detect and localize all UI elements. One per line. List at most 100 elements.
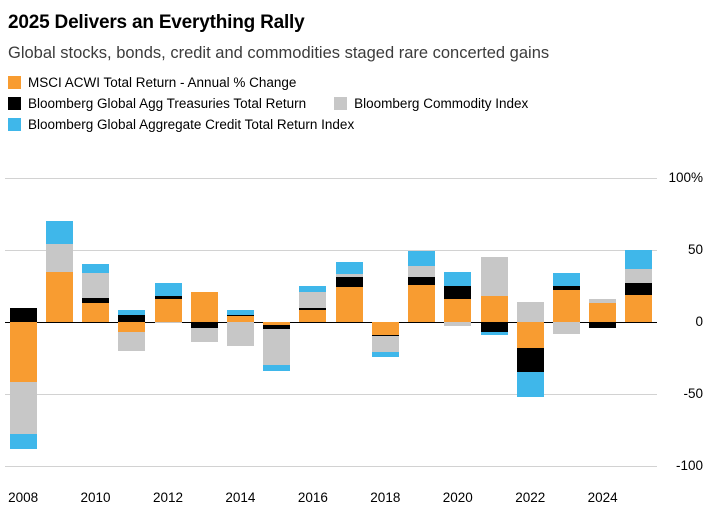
bar-segment-black-2013 bbox=[190, 322, 218, 328]
bar-segment-blue-2011 bbox=[118, 310, 146, 315]
bar-segment-gray-2009 bbox=[45, 244, 73, 272]
bar-segment-orange-2010 bbox=[82, 303, 110, 322]
bar-segment-black-2019 bbox=[408, 277, 436, 285]
bar-segment-orange-2024 bbox=[589, 303, 617, 322]
legend-label-commodity: Bloomberg Commodity Index bbox=[354, 95, 529, 111]
chart-subtitle: Global stocks, bonds, credit and commodi… bbox=[8, 44, 550, 62]
x-axis-label-2022: 2022 bbox=[515, 490, 546, 505]
bar-segment-gray-2025 bbox=[625, 268, 653, 284]
bar-segment-orange-2011 bbox=[118, 322, 146, 333]
x-axis-label-2008: 2008 bbox=[8, 490, 39, 505]
gridline-100 bbox=[5, 177, 657, 179]
x-axis-label-2018: 2018 bbox=[370, 490, 401, 505]
legend-row-2: Bloomberg Global Agg Treasuries Total Re… bbox=[8, 96, 711, 111]
bar-segment-orange-2023 bbox=[552, 290, 580, 322]
bar-segment-black-2015 bbox=[263, 324, 291, 330]
bar-segment-gray-2017 bbox=[335, 274, 363, 278]
bar-segment-blue-2010 bbox=[82, 264, 110, 274]
x-axis-label-2010: 2010 bbox=[80, 490, 111, 505]
gridline-0 bbox=[5, 321, 657, 323]
x-axis-label-2024: 2024 bbox=[587, 490, 618, 505]
x-axis-label-2012: 2012 bbox=[152, 490, 184, 505]
bar-segment-black-2012 bbox=[154, 296, 182, 299]
y-axis-label-0: 0 bbox=[695, 314, 703, 329]
legend-swatch-gray-icon bbox=[334, 96, 348, 110]
bar-segment-black-2024 bbox=[589, 322, 617, 328]
bar-segment-black-2011 bbox=[118, 314, 146, 322]
legend-label-treasuries: Bloomberg Global Agg Treasuries Total Re… bbox=[28, 95, 307, 111]
bar-segment-gray-2008 bbox=[9, 382, 37, 435]
bar-segment-black-2025 bbox=[625, 283, 653, 295]
bar-segment-black-2021 bbox=[480, 322, 508, 333]
bar-segment-orange-2016 bbox=[299, 310, 327, 322]
bar-segment-orange-2021 bbox=[480, 296, 508, 322]
bar-segment-black-2022 bbox=[516, 347, 544, 373]
bar-segment-gray-2013 bbox=[190, 327, 218, 343]
bar-segment-black-2018 bbox=[371, 334, 399, 337]
bar-segment-orange-2009 bbox=[45, 271, 73, 322]
bar-segment-blue-2022 bbox=[516, 372, 544, 397]
bar-segment-orange-2018 bbox=[371, 322, 399, 335]
bar-segment-black-2016 bbox=[299, 307, 327, 311]
bar-segment-black-2008 bbox=[9, 307, 37, 322]
legend-item-treasuries: Bloomberg Global Agg Treasuries Total Re… bbox=[8, 96, 306, 111]
bar-segment-blue-2021 bbox=[480, 332, 508, 335]
y-axis-label--50: -50 bbox=[683, 386, 703, 401]
legend: MSCI ACWI Total Return - Annual % Change… bbox=[8, 75, 711, 132]
legend-label-msci-acwi: MSCI ACWI Total Return - Annual % Change bbox=[28, 74, 297, 90]
bar-segment-black-2017 bbox=[335, 277, 363, 288]
gridline-50 bbox=[5, 249, 657, 251]
legend-swatch-orange-icon bbox=[8, 75, 21, 89]
bar-segment-orange-2014 bbox=[226, 316, 254, 322]
y-axis-label-50: 50 bbox=[687, 242, 703, 257]
bar-segment-blue-2023 bbox=[552, 273, 580, 286]
bar-segment-blue-2020 bbox=[444, 271, 472, 286]
x-axis-label-2020: 2020 bbox=[442, 490, 473, 505]
legend-row-1: MSCI ACWI Total Return - Annual % Change bbox=[8, 75, 711, 90]
bar-segment-gray-2016 bbox=[299, 291, 327, 308]
y-axis-label-100: 100% bbox=[668, 170, 703, 185]
bar-segment-orange-2020 bbox=[444, 298, 472, 322]
bar-segment-gray-2019 bbox=[408, 265, 436, 278]
legend-item-msci-acwi: MSCI ACWI Total Return - Annual % Change bbox=[8, 75, 296, 90]
bar-segment-gray-2015 bbox=[263, 329, 291, 366]
legend-item-credit: Bloomberg Global Aggregate Credit Total … bbox=[8, 117, 354, 132]
bar-segment-black-2009 bbox=[45, 322, 73, 324]
bar-segment-gray-2021 bbox=[480, 257, 508, 297]
bar-segment-gray-2011 bbox=[118, 332, 146, 351]
legend-item-commodity: Bloomberg Commodity Index bbox=[334, 96, 528, 111]
bar-segment-black-2014 bbox=[226, 314, 254, 317]
x-axis-label-2016: 2016 bbox=[297, 490, 328, 505]
bar-segment-gray-2018 bbox=[371, 336, 399, 353]
legend-label-credit: Bloomberg Global Aggregate Credit Total … bbox=[28, 116, 355, 132]
bar-segment-blue-2019 bbox=[408, 251, 436, 266]
bar-segment-black-2020 bbox=[444, 286, 472, 299]
bar-segment-orange-2012 bbox=[154, 298, 182, 322]
bar-segment-orange-2013 bbox=[190, 291, 218, 322]
bar-segment-blue-2014 bbox=[226, 310, 254, 315]
legend-row-3: Bloomberg Global Aggregate Credit Total … bbox=[8, 117, 711, 132]
bar-segment-black-2023 bbox=[552, 286, 580, 291]
bar-segment-orange-2015 bbox=[263, 322, 291, 325]
gridline--100 bbox=[5, 465, 657, 467]
bar-segment-gray-2012 bbox=[154, 322, 182, 324]
chart-title: 2025 Delivers an Everything Rally bbox=[8, 12, 305, 33]
gridline--50 bbox=[5, 393, 657, 395]
bar-segment-orange-2019 bbox=[408, 284, 436, 322]
y-axis-label--100: -100 bbox=[675, 458, 703, 473]
bar-segment-gray-2010 bbox=[82, 273, 110, 298]
legend-swatch-black-icon bbox=[8, 96, 21, 110]
bar-segment-blue-2009 bbox=[45, 221, 73, 245]
bar-segment-blue-2008 bbox=[9, 434, 37, 449]
bar-segment-black-2010 bbox=[82, 297, 110, 304]
bar-segment-gray-2022 bbox=[516, 301, 544, 322]
bar-segment-blue-2016 bbox=[299, 286, 327, 292]
bar-segment-gray-2020 bbox=[444, 322, 472, 327]
bar-segment-blue-2018 bbox=[371, 352, 399, 357]
x-axis-label-2014: 2014 bbox=[225, 490, 256, 505]
bar-segment-orange-2008 bbox=[9, 322, 37, 383]
bar-segment-gray-2014 bbox=[226, 322, 254, 347]
bar-segment-orange-2022 bbox=[516, 322, 544, 348]
bar-segment-blue-2012 bbox=[154, 283, 182, 297]
